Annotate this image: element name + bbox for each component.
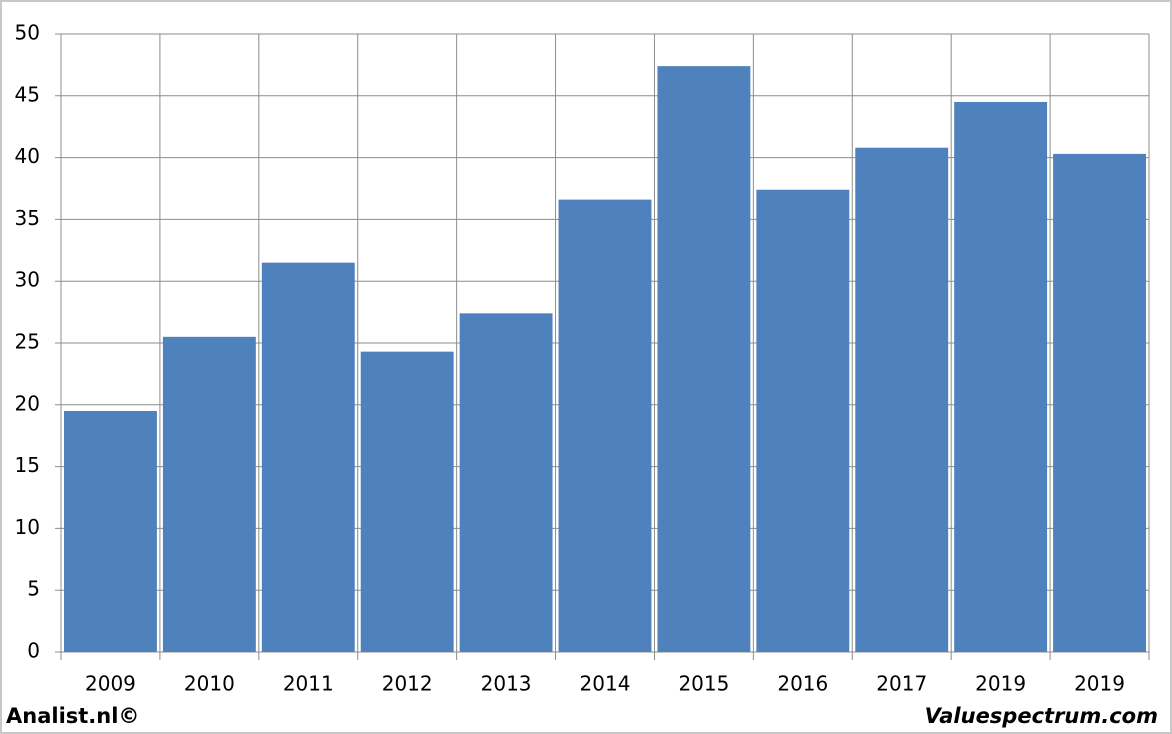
bar	[657, 66, 751, 653]
bar	[1053, 153, 1146, 652]
bar	[64, 410, 157, 652]
bar	[459, 313, 553, 652]
x-tick-label: 2014	[580, 672, 631, 696]
y-tick-label: 20	[15, 391, 40, 415]
y-tick-label: 25	[15, 330, 40, 354]
bar	[360, 351, 454, 652]
bar	[558, 199, 652, 652]
y-tick-label: 45	[15, 82, 40, 106]
x-tick-label: 2016	[777, 672, 828, 696]
x-tick-label: 2009	[85, 672, 136, 696]
x-tick-label: 2015	[678, 672, 729, 696]
bar	[756, 189, 850, 652]
x-tick-label: 2010	[184, 672, 235, 696]
x-tick-label: 2012	[382, 672, 433, 696]
x-tick-label: 2013	[481, 672, 532, 696]
y-tick-label: 10	[15, 515, 40, 539]
y-tick-label: 5	[27, 577, 40, 601]
y-tick-label: 50	[15, 21, 40, 45]
x-tick-label: 2011	[283, 672, 334, 696]
y-tick-label: 40	[15, 144, 40, 168]
footer-left: Analist.nl©	[6, 704, 139, 728]
footer-right: Valuespectrum.com	[925, 704, 1158, 728]
y-tick-label: 35	[15, 206, 40, 230]
y-tick-label: 15	[15, 453, 40, 477]
bar	[162, 336, 256, 652]
x-tick-label: 2017	[876, 672, 927, 696]
x-tick-label: 2019	[1074, 672, 1125, 696]
x-tick-label: 2019	[975, 672, 1026, 696]
bar	[954, 101, 1048, 653]
bar	[855, 147, 949, 652]
y-tick-label: 0	[27, 639, 40, 663]
y-tick-label: 30	[15, 268, 40, 292]
bar	[261, 262, 355, 652]
